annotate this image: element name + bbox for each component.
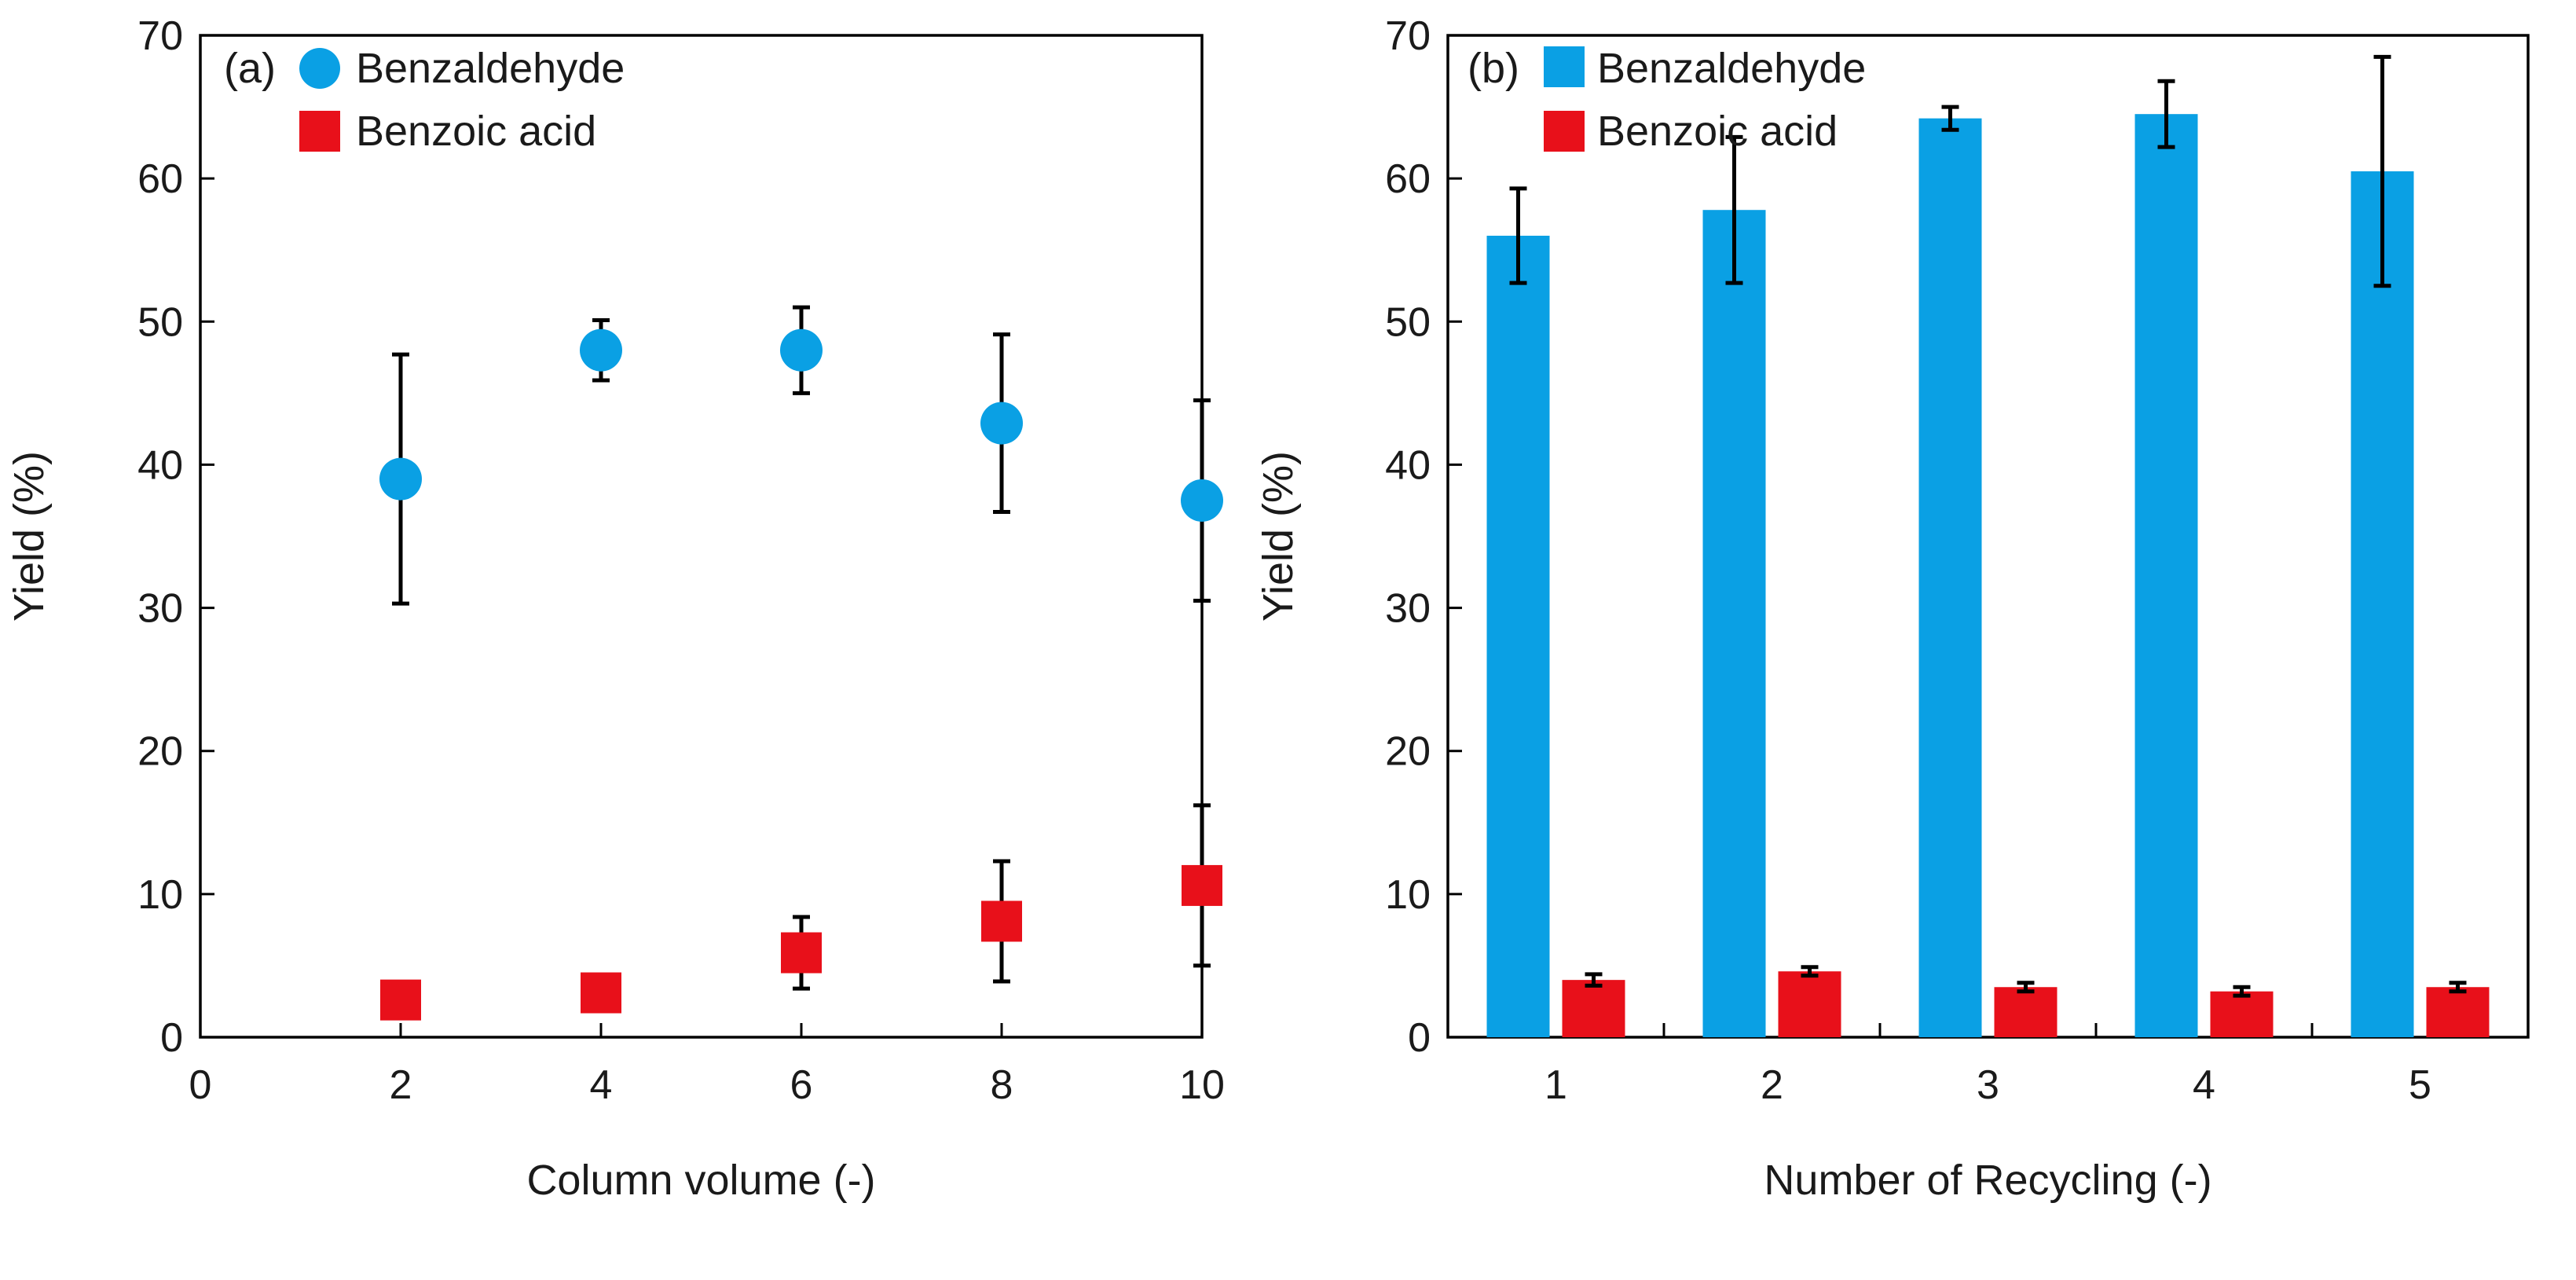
x-tick-label: 6 — [790, 1062, 813, 1108]
x-tick-label: 2 — [1761, 1062, 1783, 1108]
legend-benzaldehyde-marker — [299, 48, 340, 89]
y-tick-label: 50 — [1385, 299, 1431, 345]
y-tick-label: 10 — [137, 872, 183, 918]
y-axis-label: Yield (%) — [1255, 451, 1302, 622]
x-tick-label: 10 — [1179, 1062, 1225, 1108]
legend-benzaldehyde-marker — [1544, 46, 1585, 87]
y-tick-label: 30 — [137, 586, 183, 632]
benzoic-acid-bar — [1778, 971, 1841, 1037]
x-tick-label: 3 — [1977, 1062, 1999, 1108]
y-tick-label: 30 — [1385, 586, 1431, 632]
plot-frame — [199, 34, 1204, 1039]
benzoic-acid-point — [781, 932, 822, 974]
benzaldehyde-bar — [1918, 118, 1982, 1038]
benzoic-acid-bar — [1562, 980, 1625, 1037]
y-tick-label: 60 — [137, 156, 183, 202]
plot-frame — [1446, 34, 2530, 1039]
benzaldehyde-bar — [1486, 236, 1550, 1037]
benzoic-acid-point — [380, 979, 421, 1021]
benzaldehyde-point — [780, 328, 823, 372]
y-tick-label: 60 — [1385, 156, 1431, 202]
x-tick-label: 4 — [2193, 1062, 2215, 1108]
legend-benzaldehyde-label: Benzaldehyde — [1597, 45, 1866, 92]
panel-b-bar-chart: 0 10 20 30 40 50 60 70 Yield (%) 1 2 3 4 5 Number of R… — [1255, 13, 2530, 1204]
x-axis-label: Number of Recycling (-) — [1764, 1157, 2211, 1204]
benzaldehyde-bar — [2134, 114, 2198, 1037]
legend-benzoic-acid-marker — [299, 111, 340, 152]
benzaldehyde-point — [580, 328, 622, 372]
legend-benzaldehyde-label: Benzaldehyde — [356, 45, 625, 92]
benzoic-acid-bar — [2210, 991, 2274, 1037]
y-tick-label: 70 — [137, 13, 183, 59]
panel-label: (b) — [1468, 45, 1519, 92]
x-tick-label: 1 — [1545, 1062, 1567, 1108]
y-tick-label: 0 — [160, 1015, 183, 1061]
benzaldehyde-bar — [1702, 210, 1766, 1037]
benzoic-acid-bar — [2426, 987, 2490, 1037]
y-tick-label: 40 — [137, 442, 183, 488]
legend-benzoic-acid-label: Benzoic acid — [356, 108, 596, 155]
benzoic-acid-bar — [1994, 987, 2058, 1037]
y-tick-label: 50 — [137, 299, 183, 345]
panel-label: (a) — [224, 45, 276, 92]
benzoic-acid-point — [981, 900, 1022, 942]
y-tick-label: 10 — [1385, 872, 1431, 918]
benzoic-acid-point — [581, 972, 621, 1014]
x-tick-label: 2 — [390, 1062, 412, 1108]
benzoic-acid-point — [1182, 864, 1222, 906]
benzaldehyde-point — [980, 402, 1023, 445]
benzaldehyde-point — [379, 457, 422, 501]
y-tick-label: 20 — [137, 729, 183, 775]
y-tick-label: 40 — [1385, 442, 1431, 488]
y-tick-label: 20 — [1385, 729, 1431, 775]
y-axis-label: Yield (%) — [5, 451, 53, 622]
x-tick-label: 8 — [991, 1062, 1013, 1108]
x-tick-label: 4 — [590, 1062, 613, 1108]
panel-a-scatter-chart: 0 10 20 30 40 50 60 70 Yield (%) 0 2 4 6 8 10 Column vo… — [5, 13, 1225, 1204]
legend-benzoic-acid-marker — [1544, 111, 1585, 152]
benzaldehyde-bar — [2351, 171, 2414, 1037]
x-axis-label: Column volume (-) — [526, 1157, 875, 1204]
x-tick-label: 0 — [189, 1062, 212, 1108]
y-tick-label: 0 — [1408, 1015, 1431, 1061]
y-tick-label: 70 — [1385, 13, 1431, 59]
benzaldehyde-point — [1181, 479, 1223, 522]
legend-benzoic-acid-label: Benzoic acid — [1597, 108, 1838, 155]
x-tick-label: 5 — [2409, 1062, 2431, 1108]
